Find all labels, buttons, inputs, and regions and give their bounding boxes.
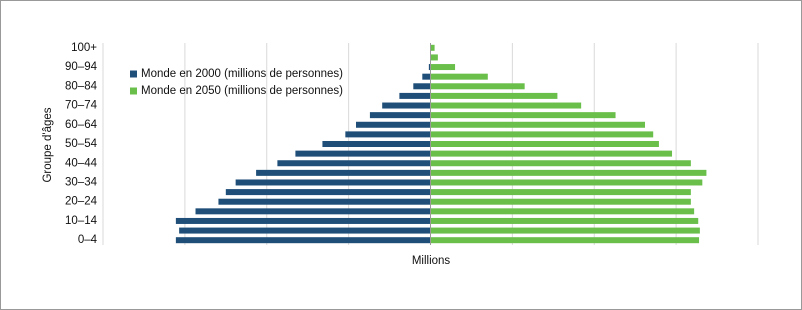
legend-swatch xyxy=(130,87,137,95)
bar xyxy=(430,121,646,128)
bar xyxy=(295,150,431,157)
bar xyxy=(235,179,431,186)
bar xyxy=(430,169,707,176)
y-tick-label: 100+ xyxy=(71,42,97,54)
y-tick-label: 40–44 xyxy=(65,157,98,169)
bar xyxy=(428,64,431,71)
bar xyxy=(322,141,431,147)
bar xyxy=(430,83,525,90)
y-tick-label: 10–14 xyxy=(65,215,98,227)
bar xyxy=(175,217,431,224)
legend-swatch xyxy=(130,70,137,78)
bar xyxy=(430,92,558,99)
y-tick-label: 50–54 xyxy=(65,138,98,150)
bar xyxy=(430,227,700,234)
bar xyxy=(430,237,700,244)
bar xyxy=(218,198,431,205)
bar xyxy=(430,112,616,119)
y-tick-label: 70–74 xyxy=(65,100,98,112)
bar xyxy=(430,64,456,71)
bar xyxy=(225,189,431,196)
bar xyxy=(355,121,431,128)
y-tick-label: 90–94 xyxy=(65,61,98,73)
bar xyxy=(430,179,703,186)
bar xyxy=(369,112,431,119)
y-tick-label: 0–4 xyxy=(78,234,98,246)
bar xyxy=(430,141,659,147)
bar xyxy=(430,217,699,224)
bar xyxy=(430,160,691,167)
bar xyxy=(430,44,435,51)
bar xyxy=(430,150,673,157)
bar xyxy=(430,208,695,215)
bar xyxy=(256,169,431,176)
y-tick-label: 60–64 xyxy=(65,119,98,131)
bar xyxy=(422,73,431,80)
y-tick-label: 30–34 xyxy=(65,177,98,189)
bar xyxy=(399,92,431,99)
bar xyxy=(430,189,691,196)
bar xyxy=(430,73,488,80)
x-axis-label: Millions xyxy=(412,255,451,267)
y-tick-label: 20–24 xyxy=(65,196,98,208)
bar xyxy=(430,102,582,109)
bar xyxy=(430,198,691,205)
legend-label: Monde en 2000 (millions de personnes) xyxy=(141,68,343,80)
bar xyxy=(382,102,431,109)
bar xyxy=(175,237,431,244)
bar xyxy=(179,227,431,234)
bar xyxy=(195,208,431,215)
bar xyxy=(430,54,438,61)
bars xyxy=(175,44,707,244)
bar xyxy=(430,131,654,138)
bar xyxy=(345,131,431,138)
legend-label: Monde en 2050 (millions de personnes) xyxy=(141,85,343,97)
y-axis-label: Groupe d'âges xyxy=(42,107,54,182)
bar xyxy=(413,83,431,90)
bar xyxy=(277,160,431,167)
y-tick-label: 80–84 xyxy=(65,80,98,92)
